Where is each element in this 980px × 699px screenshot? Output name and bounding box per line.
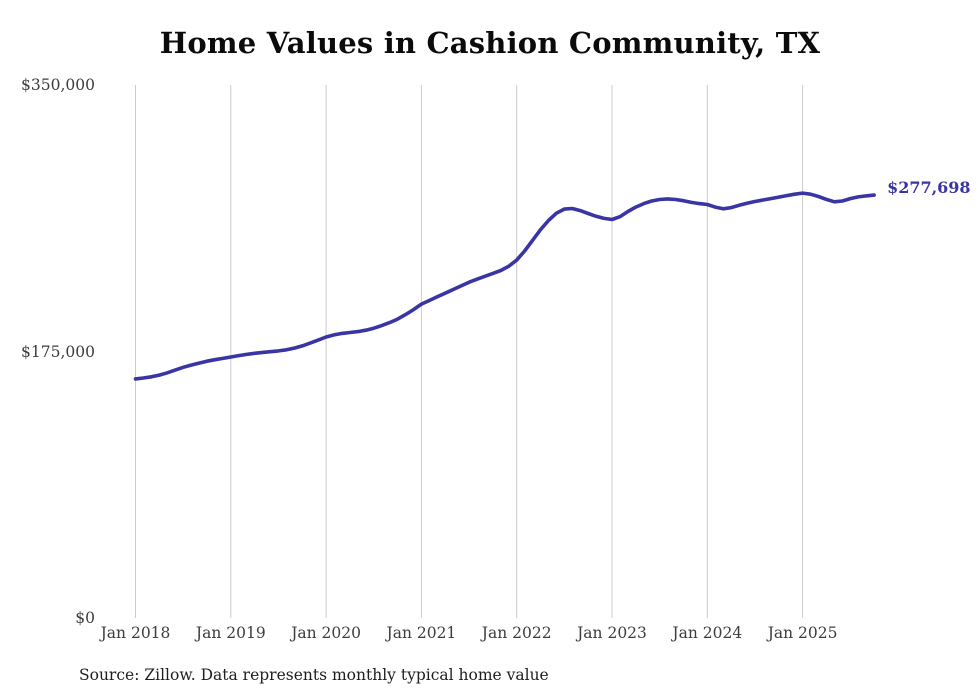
end-value-label: $277,698 <box>887 178 971 198</box>
y-tick-label: $0 <box>75 609 95 627</box>
home-value-line <box>133 191 876 381</box>
x-tick-label: Jan 2023 <box>577 624 647 642</box>
x-tick-label: Jan 2022 <box>481 624 552 642</box>
x-tick-label: Jan 2021 <box>386 624 457 642</box>
y-tick-label: $175,000 <box>21 342 95 361</box>
x-tick-label: Jan 2019 <box>195 624 266 642</box>
y-tick-label: $350,000 <box>21 76 95 94</box>
x-tick-label: Jan 2024 <box>672 624 743 642</box>
x-axis-labels: Jan 2018 Jan 2019 Jan 2020 Jan 2021 Jan 2022… <box>0 624 980 648</box>
y-axis-labels: $0 $175,000 $350,000 <box>0 0 95 699</box>
x-tick-label: Jan 2020 <box>291 624 361 642</box>
x-tick-label: Jan 2025 <box>767 624 838 642</box>
source-note: Source: Zillow. Data represents monthly … <box>79 666 549 684</box>
x-tick-label: Jan 2018 <box>100 624 171 642</box>
chart-title: Home Values in Cashion Community, TX <box>159 26 821 60</box>
